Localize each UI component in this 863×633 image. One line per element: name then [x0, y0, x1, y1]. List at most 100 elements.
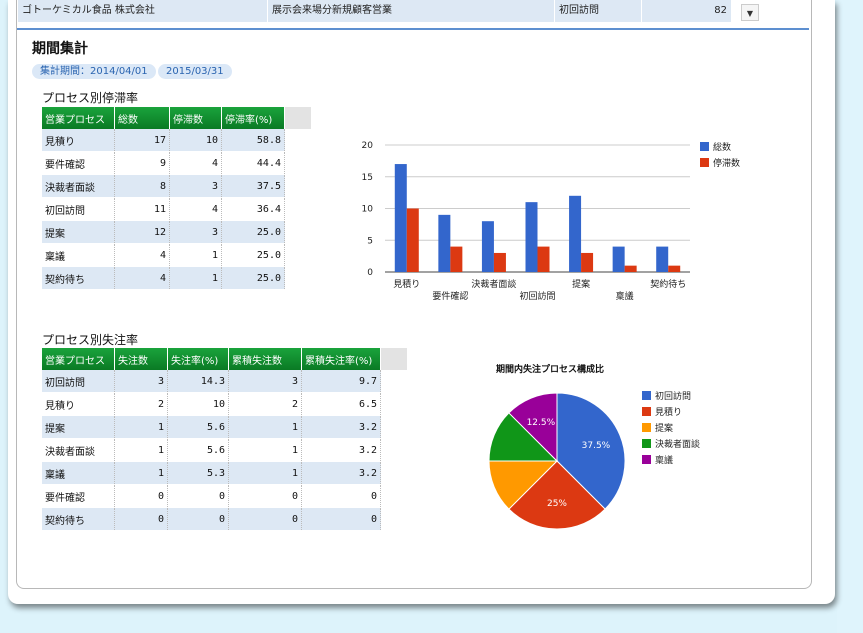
- value-cell: 0: [228, 507, 302, 531]
- value-cell: 1: [228, 438, 302, 462]
- column-header[interactable]: 停滞率(%): [221, 107, 285, 129]
- process-name-cell: 要件確認: [42, 151, 115, 175]
- table-row: 初回訪問 11 4 36.4: [42, 197, 311, 221]
- header-spacer: [380, 348, 407, 370]
- pie-title: 期間内失注プロセス構成比: [496, 363, 604, 375]
- table-row: 要件確認 9 4 44.4: [42, 151, 311, 175]
- bar-総数: [438, 214, 451, 272]
- table-row: 提案 12 3 25.0: [42, 220, 311, 244]
- table-row: 決裁者面談 1 5.6 1 3.2: [42, 438, 407, 462]
- legend-label: 総数: [713, 141, 731, 153]
- process-name-cell: 決裁者面談: [42, 174, 115, 198]
- table-row: 見積り 17 10 58.8: [42, 129, 311, 152]
- process-name-cell: 要件確認: [42, 484, 115, 508]
- value-cell: 0: [114, 507, 168, 531]
- bar-総数: [525, 202, 538, 272]
- x-tick-label: 初回訪問: [519, 290, 555, 302]
- top-table-row[interactable]: ゴトーケミカル食品 株式会社 展示会来場分新規顧客営業 初回訪問 82: [18, 0, 732, 22]
- y-tick-label: 0: [367, 268, 373, 278]
- table-row: 契約待ち 0 0 0 0: [42, 507, 407, 531]
- bar-停滞数: [493, 252, 506, 272]
- process-name-cell: 契約待ち: [42, 507, 115, 531]
- value-cell: 1: [169, 266, 222, 290]
- slice-label: 37.5%: [582, 441, 611, 451]
- legend-swatch: [642, 391, 651, 400]
- value-cell: 1: [114, 461, 168, 485]
- value-cell: 10: [167, 392, 229, 416]
- legend-swatch: [700, 158, 709, 167]
- chevron-down-icon[interactable]: ▼: [741, 4, 759, 21]
- column-header[interactable]: 失注率(%): [167, 348, 229, 370]
- bar-停滞数: [624, 265, 637, 272]
- value-cell: 11: [114, 197, 170, 221]
- legend-label: 初回訪問: [655, 390, 691, 402]
- process-name-cell: 契約待ち: [42, 266, 115, 290]
- legend-swatch: [642, 439, 651, 448]
- section-title: 期間集計: [32, 41, 88, 57]
- bar-総数: [481, 221, 494, 272]
- value-cell: 14.3: [167, 370, 229, 393]
- process-name-cell: 提案: [42, 220, 115, 244]
- value-cell: 5.3: [167, 461, 229, 485]
- department-cell: 展示会来場分新規顧客営業: [268, 0, 555, 22]
- stagnation-title: プロセス別停滞率: [42, 91, 139, 105]
- column-header[interactable]: 停滞数: [169, 107, 222, 129]
- value-cell: 5.6: [167, 415, 229, 439]
- column-header[interactable]: 累積失注率(%): [301, 348, 381, 370]
- value-cell: 1: [169, 243, 222, 267]
- value-cell: 4: [169, 151, 222, 175]
- process-name-cell: 決裁者面談: [42, 438, 115, 462]
- value-cell: 25.0: [221, 243, 285, 267]
- column-header[interactable]: 総数: [114, 107, 170, 129]
- bar-停滞数: [581, 252, 594, 272]
- y-tick-label: 10: [362, 205, 374, 215]
- legend-swatch: [642, 423, 651, 432]
- value-cell: 82: [642, 0, 732, 22]
- process-name-cell: 見積り: [42, 392, 115, 416]
- value-cell: 0: [114, 484, 168, 508]
- value-cell: 36.4: [221, 197, 285, 221]
- legend-swatch: [700, 142, 709, 151]
- value-cell: 44.4: [221, 151, 285, 175]
- period-start-badge: 集計期間：2014/04/01: [32, 64, 156, 79]
- value-cell: 3.2: [301, 461, 381, 485]
- x-tick-label: 契約待ち: [650, 278, 686, 290]
- bar-停滞数: [668, 265, 681, 272]
- column-header[interactable]: 累積失注数: [228, 348, 302, 370]
- column-header[interactable]: 営業プロセス: [42, 348, 115, 370]
- value-cell: 25.0: [221, 220, 285, 244]
- value-cell: 0: [167, 507, 229, 531]
- x-tick-label: 見積り: [393, 278, 420, 290]
- value-cell: 4: [114, 266, 170, 290]
- period-end-badge: 2015/03/31: [158, 64, 232, 79]
- value-cell: 3.2: [301, 415, 381, 439]
- column-header[interactable]: 営業プロセス: [42, 107, 115, 129]
- value-cell: 17: [114, 129, 170, 152]
- stagnation-table: 営業プロセス 総数 停滞数 停滞率(%) 見積り 17 10 58.8 要件確認 9 4 44.4 決…: [42, 107, 311, 290]
- value-cell: 2: [114, 392, 168, 416]
- bar-総数: [569, 195, 582, 272]
- lost-pie-chart: 期間内失注プロセス構成比 37.5% 25% 12.5% 初回訪問見積り提案決裁者面談稟…: [488, 363, 700, 530]
- process-name-cell: 初回訪問: [42, 370, 115, 393]
- value-cell: 0: [228, 484, 302, 508]
- value-cell: 9: [114, 151, 170, 175]
- x-tick-label: 決裁者面談: [471, 278, 516, 290]
- y-tick-label: 15: [362, 173, 373, 183]
- column-header[interactable]: 失注数: [114, 348, 168, 370]
- value-cell: 3.2: [301, 438, 381, 462]
- x-tick-label: 要件確認: [432, 290, 468, 302]
- process-name-cell: 提案: [42, 415, 115, 439]
- value-cell: 0: [167, 484, 229, 508]
- value-cell: 4: [169, 197, 222, 221]
- table-row: 初回訪問 3 14.3 3 9.7: [42, 370, 407, 393]
- legend-swatch: [642, 455, 651, 464]
- scroll-strip: [837, 0, 863, 633]
- bar-総数: [656, 246, 669, 272]
- slice-label: 25%: [547, 499, 567, 509]
- x-tick-label: 稟議: [616, 290, 634, 302]
- y-tick-label: 20: [362, 141, 374, 151]
- legend-label: 稟議: [655, 454, 673, 466]
- value-cell: 1: [114, 438, 168, 462]
- table-row: 稟議 4 1 25.0: [42, 243, 311, 267]
